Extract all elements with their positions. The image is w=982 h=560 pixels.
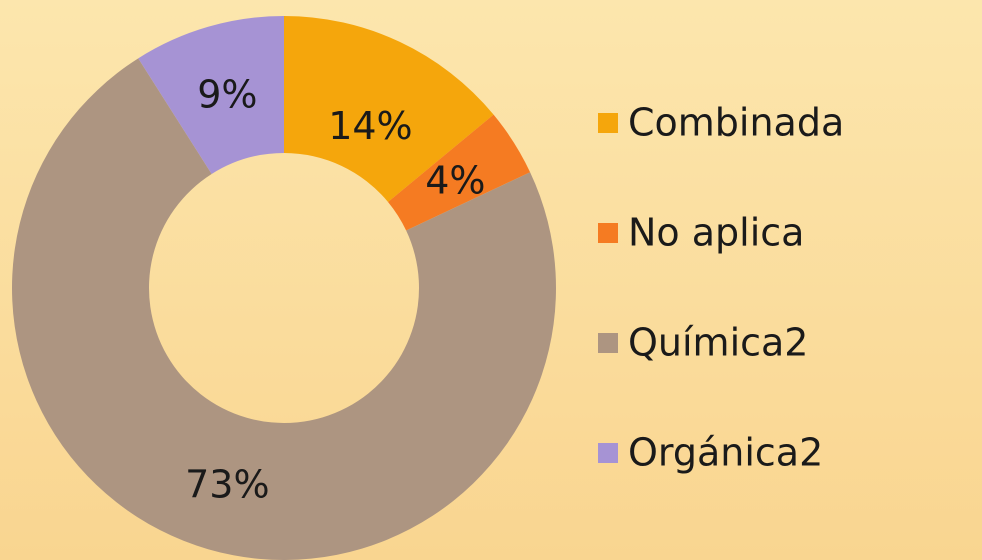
legend-swatch bbox=[598, 333, 618, 353]
data-label: 9% bbox=[197, 73, 257, 117]
legend-label: No aplica bbox=[628, 211, 804, 255]
legend-swatch bbox=[598, 443, 618, 463]
legend-label: Orgánica2 bbox=[628, 431, 823, 475]
slice bbox=[12, 58, 557, 560]
legend-swatch bbox=[598, 223, 618, 243]
slice bbox=[138, 16, 284, 175]
legend-label: Química2 bbox=[628, 321, 808, 365]
data-label: 14% bbox=[328, 104, 412, 148]
data-label: 4% bbox=[425, 159, 485, 203]
slice bbox=[284, 16, 494, 202]
legend-label: Combinada bbox=[628, 101, 844, 145]
slice bbox=[388, 114, 531, 231]
data-label: 73% bbox=[185, 462, 269, 506]
legend-swatch bbox=[598, 113, 618, 133]
